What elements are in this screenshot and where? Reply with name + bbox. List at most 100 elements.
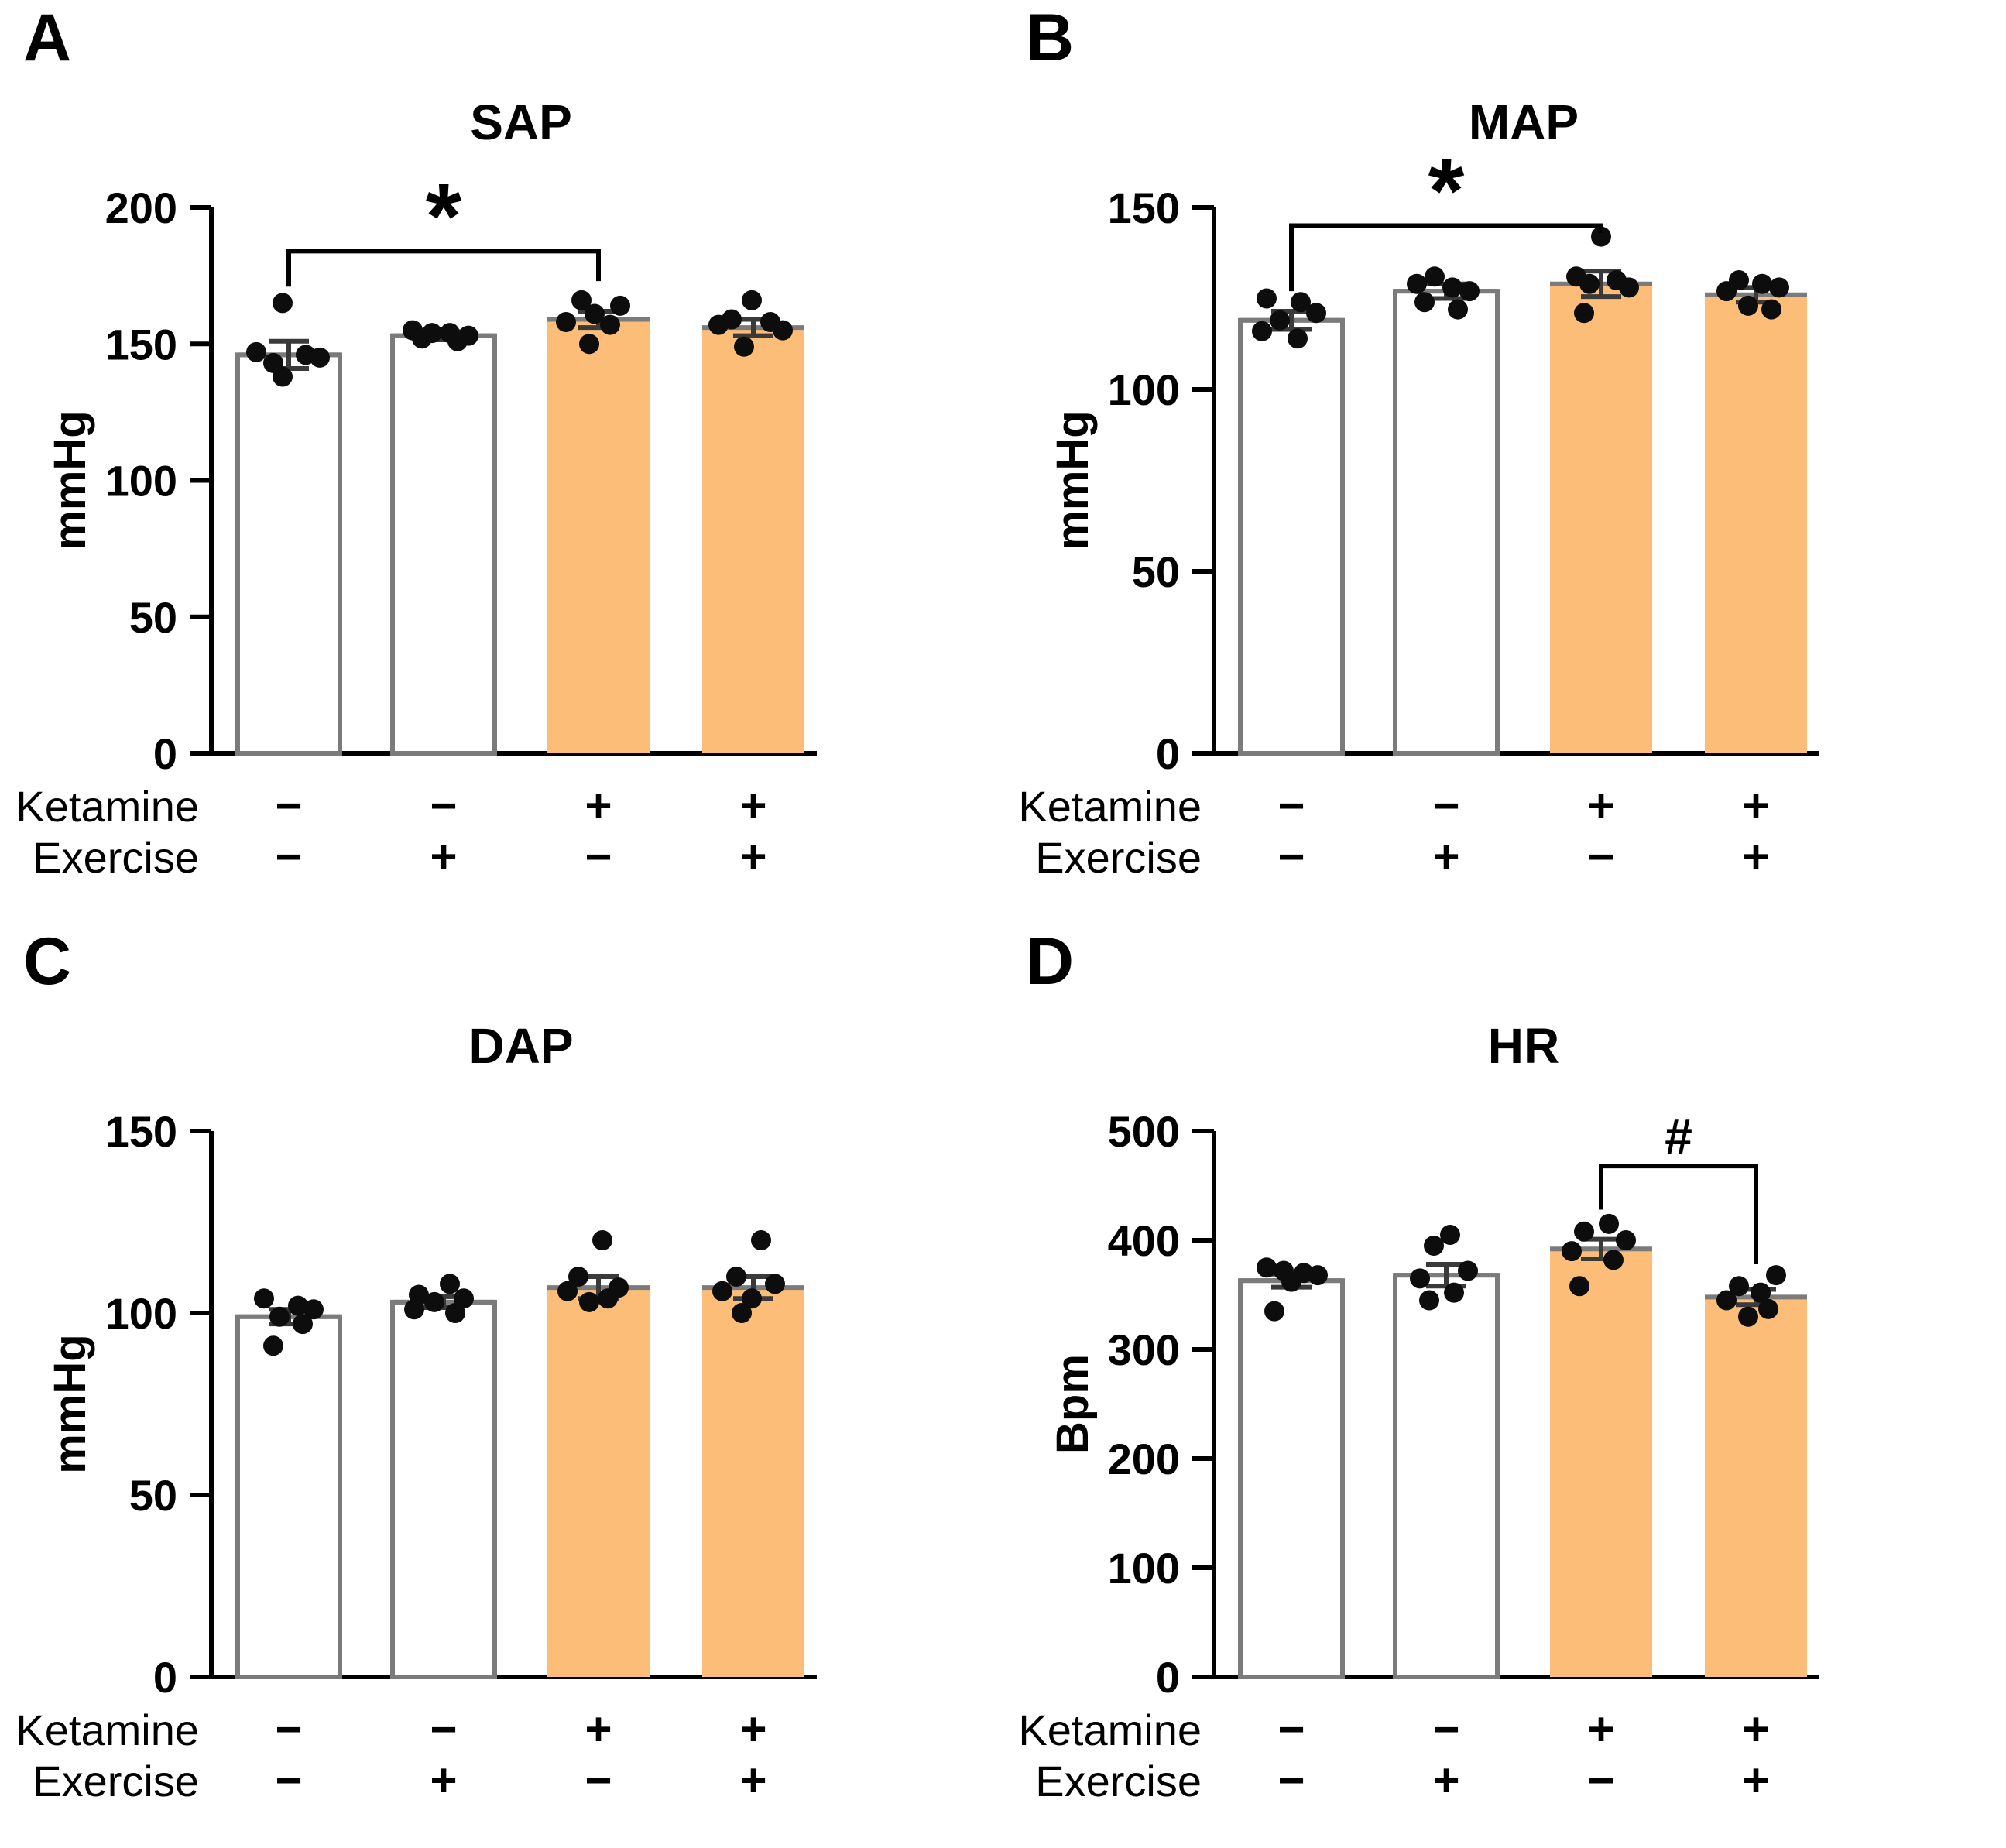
significance-bracket <box>286 249 601 287</box>
significance-bracket <box>1599 1164 1758 1265</box>
significance-label: * <box>1428 139 1465 243</box>
data-point <box>1442 277 1462 298</box>
y-tick-label: 200 <box>105 183 177 232</box>
y-axis-label: mmHg <box>1048 410 1098 550</box>
x-row-symbol: − <box>1587 1754 1614 1806</box>
data-point <box>1252 321 1272 341</box>
y-tick-label: 50 <box>129 1471 177 1520</box>
data-point <box>273 366 293 387</box>
data-point <box>1288 328 1308 349</box>
data-point <box>1574 1221 1594 1242</box>
x-row-symbol: + <box>430 1754 457 1806</box>
data-point <box>412 328 432 349</box>
bar <box>235 352 342 756</box>
data-point <box>288 1295 308 1316</box>
data-point <box>445 1303 465 1323</box>
x-row-label: Exercise <box>33 833 199 882</box>
data-point <box>263 1335 283 1356</box>
data-point <box>1761 299 1781 320</box>
data-point <box>773 320 793 341</box>
panel-letter-b: B <box>1026 1 1075 75</box>
data-point <box>1758 1298 1778 1319</box>
x-row-symbol: − <box>275 780 302 831</box>
panel-letter-d: D <box>1026 924 1075 999</box>
data-point <box>1569 1276 1589 1297</box>
x-row-symbol: + <box>739 1754 766 1806</box>
bar <box>1705 294 1807 753</box>
x-row-label: Ketamine <box>1018 782 1202 831</box>
data-point <box>557 1281 578 1301</box>
data-point <box>1603 1250 1624 1270</box>
x-row-symbol: − <box>1432 780 1459 831</box>
data-point <box>1616 1230 1636 1250</box>
bar <box>702 1287 804 1677</box>
panel-letter-c: C <box>23 924 72 999</box>
x-row-symbol: − <box>275 831 302 883</box>
bar <box>702 327 804 754</box>
data-point <box>1308 1265 1328 1286</box>
y-tick-label: 500 <box>1108 1107 1180 1156</box>
x-row-symbol: + <box>1742 780 1769 831</box>
x-row-symbol: + <box>739 780 766 831</box>
data-point <box>1410 1268 1430 1289</box>
data-point <box>246 341 266 362</box>
y-tick-label: 100 <box>105 1289 177 1338</box>
x-row-symbol: − <box>585 1754 612 1806</box>
x-row-symbol: + <box>1432 1754 1459 1806</box>
data-point <box>1270 310 1290 331</box>
panel-letter-a: A <box>23 1 72 75</box>
data-point <box>1448 299 1468 320</box>
x-row-symbol: + <box>739 1703 766 1755</box>
data-point <box>1407 273 1427 294</box>
bar <box>1550 1249 1652 1677</box>
chart-title: MAP <box>1469 94 1579 150</box>
x-row-label: Exercise <box>33 1757 199 1805</box>
bar <box>547 319 650 753</box>
y-tick-label: 150 <box>1108 183 1180 232</box>
panel-c: C DAP mmHg 0 50 100 150 Ketamine − − + + Exercise − +… <box>0 924 1003 1848</box>
bar <box>1238 1278 1345 1679</box>
data-point <box>712 1281 732 1301</box>
bar <box>235 1314 342 1679</box>
data-point <box>1599 1213 1619 1234</box>
data-point <box>1752 273 1772 294</box>
data-point <box>568 1267 588 1287</box>
x-row-symbol: − <box>585 831 612 883</box>
y-tick-label: 100 <box>105 457 177 506</box>
data-point <box>1444 1282 1464 1303</box>
x-row-symbol: − <box>1277 831 1305 883</box>
x-row-symbol: − <box>430 780 457 831</box>
y-tick-label: 150 <box>105 1107 177 1156</box>
y-tick-label: 300 <box>1108 1325 1180 1374</box>
x-row-symbol: + <box>1742 831 1769 883</box>
data-point <box>303 1299 324 1320</box>
bar <box>1393 289 1500 756</box>
bar <box>1238 317 1345 756</box>
data-point <box>1574 303 1594 324</box>
bar <box>547 1287 650 1677</box>
x-row-symbol: + <box>585 1703 612 1755</box>
y-tick-label: 100 <box>1108 365 1180 414</box>
data-point <box>440 1274 460 1294</box>
data-point <box>1729 1276 1749 1297</box>
x-row-symbol: − <box>275 1703 302 1755</box>
data-point <box>1264 1301 1284 1322</box>
data-point <box>571 290 592 310</box>
y-tick-label: 0 <box>1156 729 1180 778</box>
data-point <box>447 331 468 351</box>
data-point <box>1414 292 1435 313</box>
bar <box>1705 1297 1807 1677</box>
x-row-label: Exercise <box>1035 1757 1202 1805</box>
y-axis-label: mmHg <box>45 410 95 550</box>
data-point <box>1769 277 1789 298</box>
x-row-symbol: − <box>1277 780 1305 831</box>
data-point <box>598 1288 618 1309</box>
bar <box>1550 283 1652 753</box>
data-point <box>742 290 762 310</box>
x-row-symbol: + <box>1432 831 1459 883</box>
